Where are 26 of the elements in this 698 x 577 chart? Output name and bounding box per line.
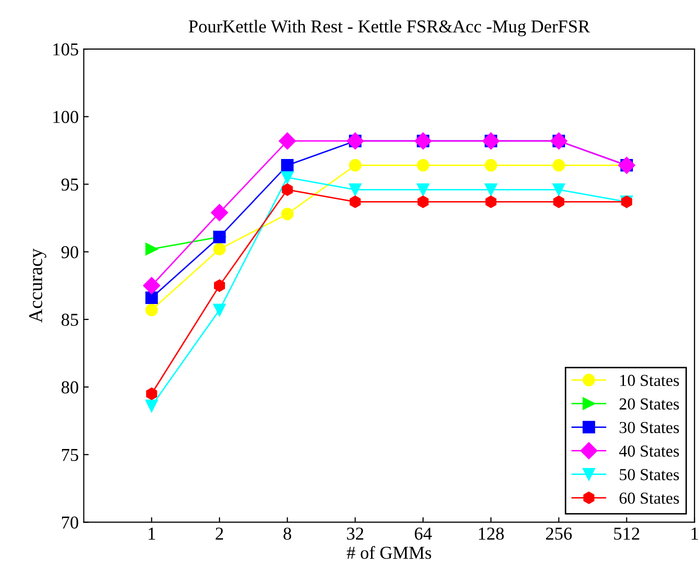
x-tick-label: 1 (692, 528, 698, 540)
legend-label: 60 States (620, 492, 679, 504)
x-tick-label: 2 (216, 528, 223, 540)
legend-label: 30 States (620, 422, 679, 434)
y-tick-label: 75 (62, 449, 78, 462)
x-axis-title: # of GMMs (346, 546, 432, 559)
y-tick-label: 105 (53, 43, 78, 56)
legend-label: 10 States (620, 374, 679, 386)
y-tick-label: 85 (62, 314, 78, 326)
y-tick-label: 80 (62, 381, 78, 394)
x-tick-label: 256 (546, 528, 572, 540)
y-tick-label: 95 (61, 178, 78, 191)
legend-label: 20 States (620, 398, 679, 410)
legend-label: 40 States (619, 445, 679, 457)
y-tick-label: 100 (53, 110, 78, 124)
y-tick-label: 70 (62, 516, 78, 529)
x-tick-label: 32 (347, 528, 364, 540)
x-tick-label: 1 (148, 528, 156, 540)
x-tick-label: 8 (284, 528, 292, 540)
y-axis-title: Accuracy (29, 248, 46, 323)
legend-label: 50 States (620, 469, 679, 480)
x-tick-label: 512 (614, 528, 640, 540)
y-tick-label: 90 (61, 246, 78, 258)
x-tick-label: 128 (478, 528, 504, 540)
x-tick-label: 64 (414, 528, 432, 540)
chart-title: PourKettle With Rest - Kettle FSR&Acc -Mug DerFSR (188, 20, 590, 36)
